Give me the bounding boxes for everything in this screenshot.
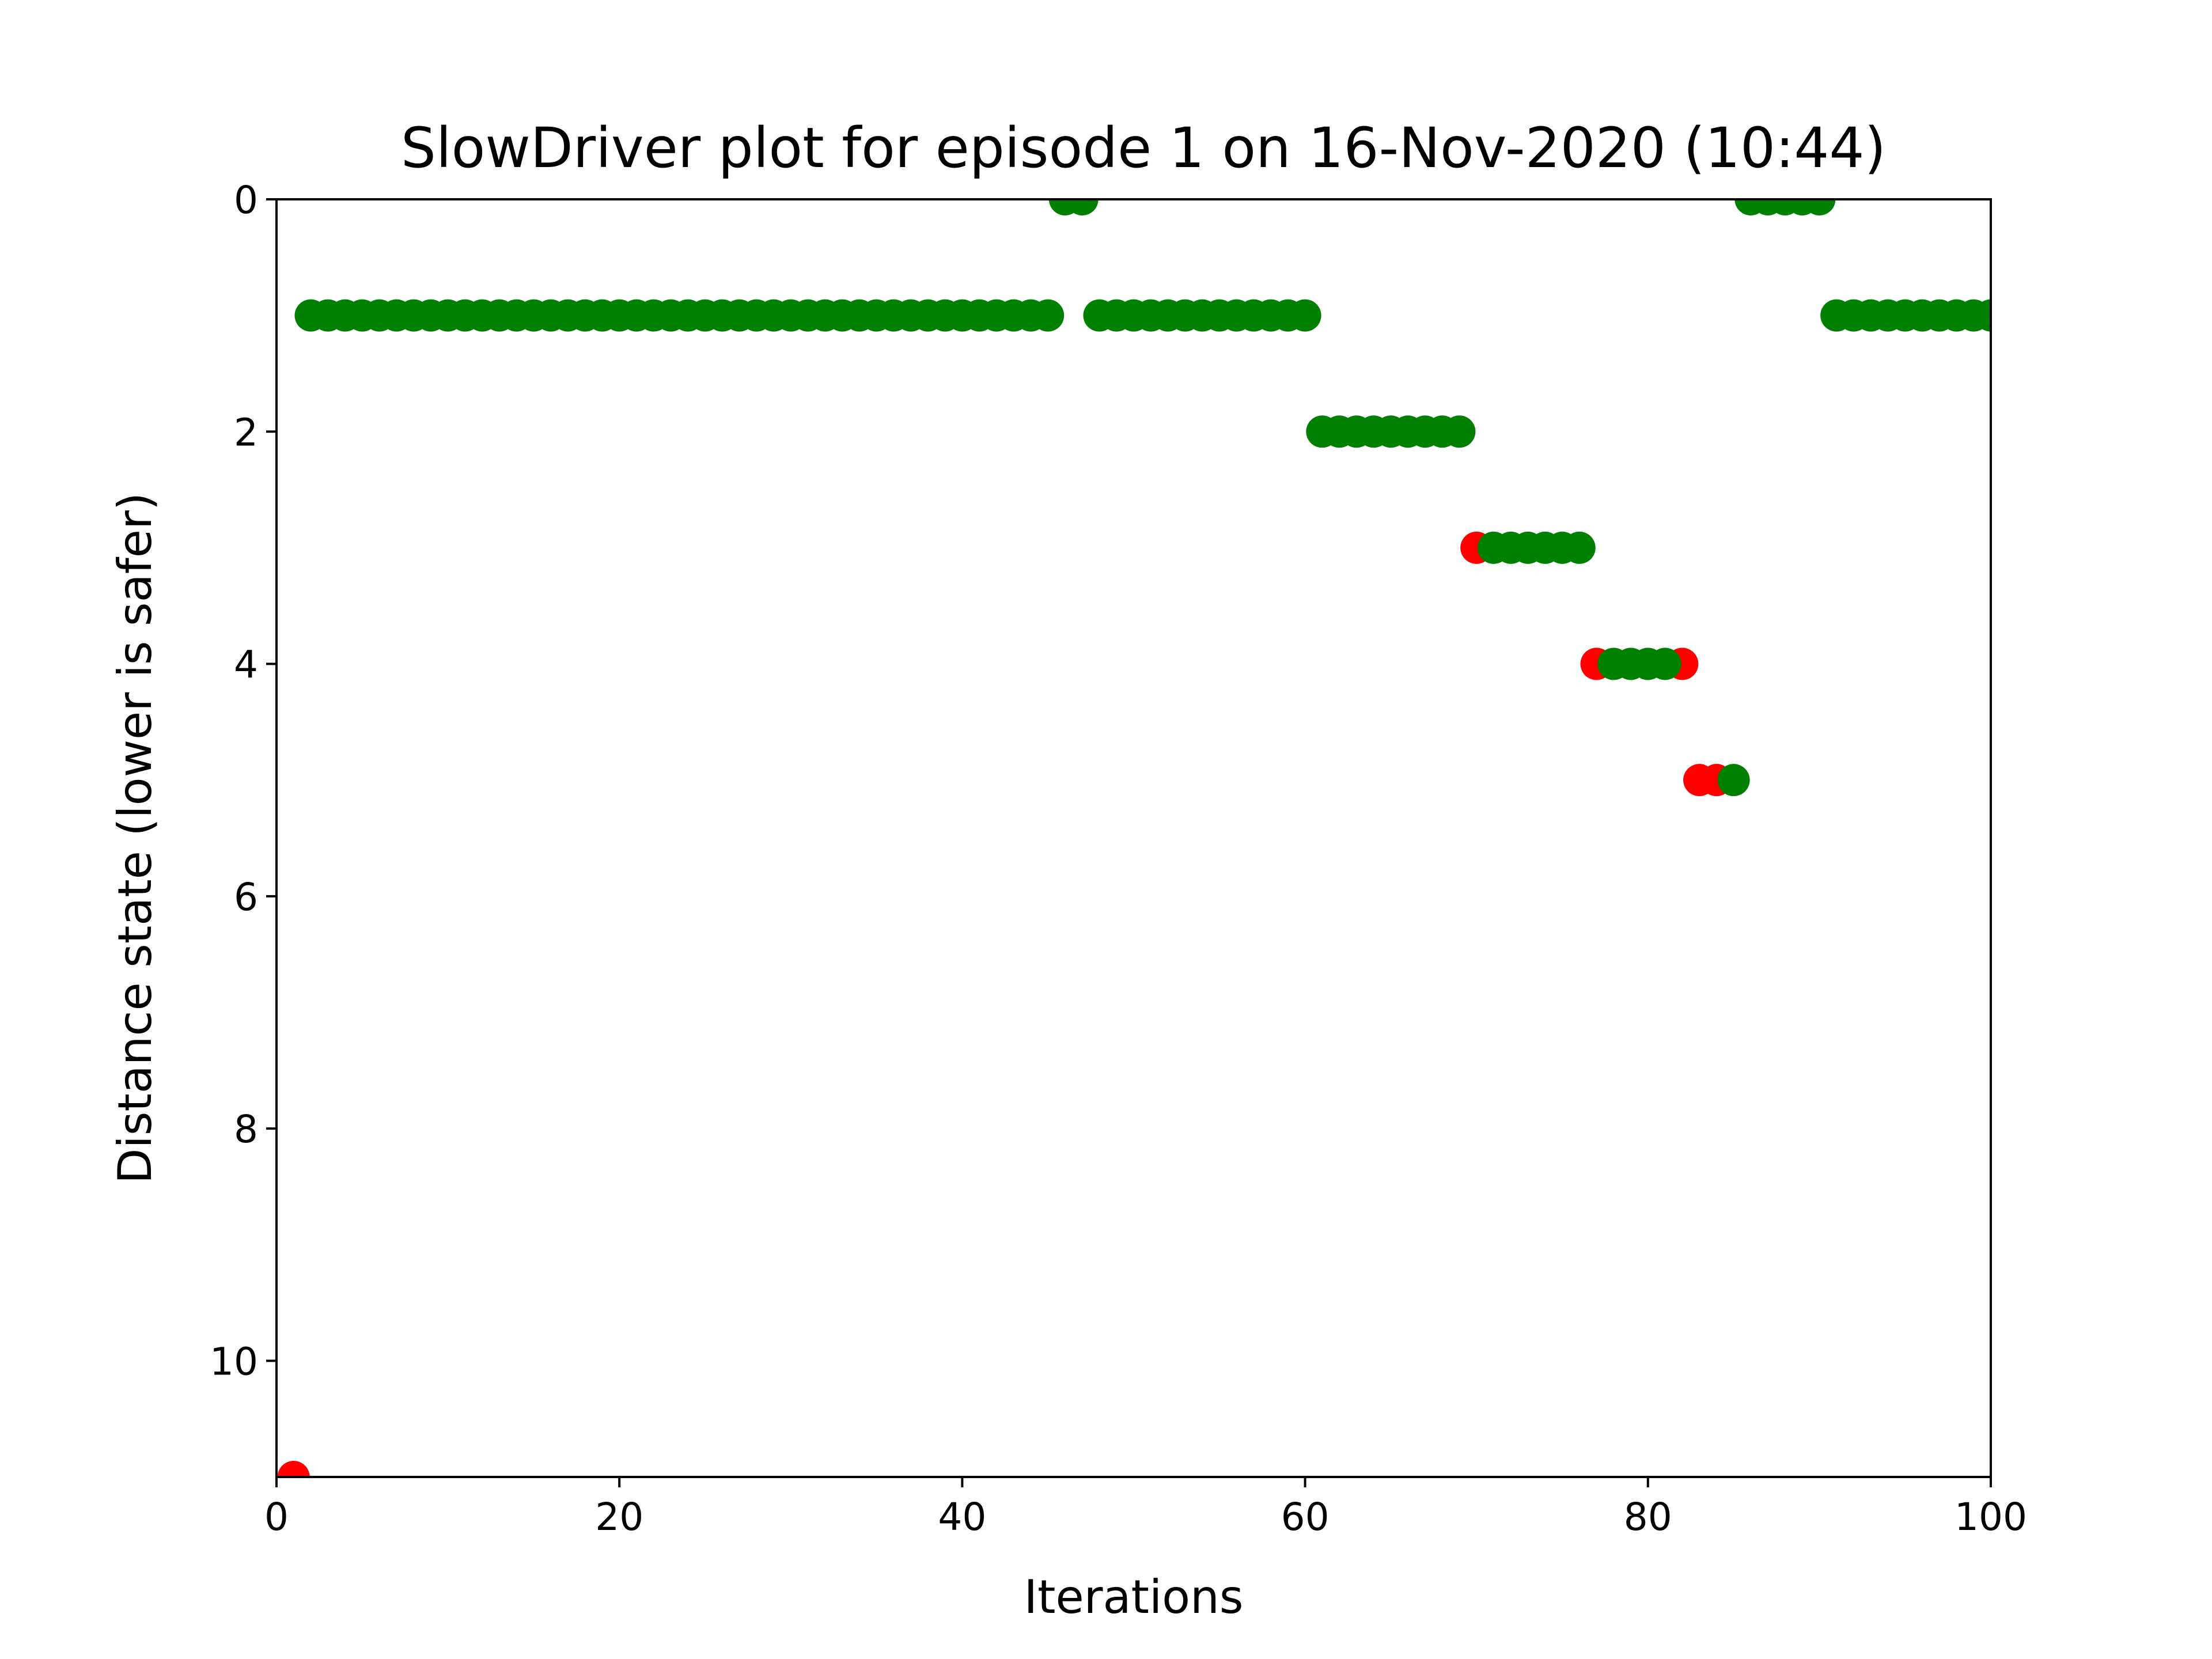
y-tick-label: 0: [234, 178, 258, 222]
data-point: [1563, 531, 1596, 564]
data-point: [1649, 647, 1681, 680]
data-point: [1443, 415, 1476, 448]
y-tick-label: 2: [234, 410, 258, 454]
x-tick-label: 40: [938, 1495, 986, 1539]
chart-title: SlowDriver plot for episode 1 on 16-Nov-…: [401, 116, 1886, 180]
x-tick-label: 60: [1281, 1495, 1330, 1539]
x-axis-ticks: 0 20 40 60 80 100: [264, 1477, 2027, 1539]
x-tick-label: 100: [1955, 1495, 2027, 1539]
data-point: [1289, 299, 1321, 332]
x-axis-label: Iterations: [1024, 1570, 1243, 1624]
y-axis-label: Distance state (lower is safer): [108, 493, 162, 1184]
data-point: [1032, 299, 1065, 332]
y-tick-label: 4: [234, 643, 258, 687]
data-point: [1803, 199, 1836, 215]
data-point: [1717, 764, 1750, 797]
x-tick-label: 0: [264, 1495, 289, 1539]
y-tick-label: 8: [234, 1107, 258, 1152]
data-point: [1975, 299, 1991, 332]
data-point: [1066, 199, 1099, 215]
x-tick-label: 80: [1624, 1495, 1672, 1539]
data-points: [277, 199, 1991, 1477]
y-tick-label: 6: [234, 875, 258, 919]
y-axis-ticks: 0 2 4 6 8 10: [210, 178, 276, 1384]
data-point: [277, 1461, 310, 1477]
plot-frame: [275, 198, 1992, 1478]
y-tick-label: 10: [210, 1339, 258, 1384]
x-tick-label: 20: [595, 1495, 643, 1539]
